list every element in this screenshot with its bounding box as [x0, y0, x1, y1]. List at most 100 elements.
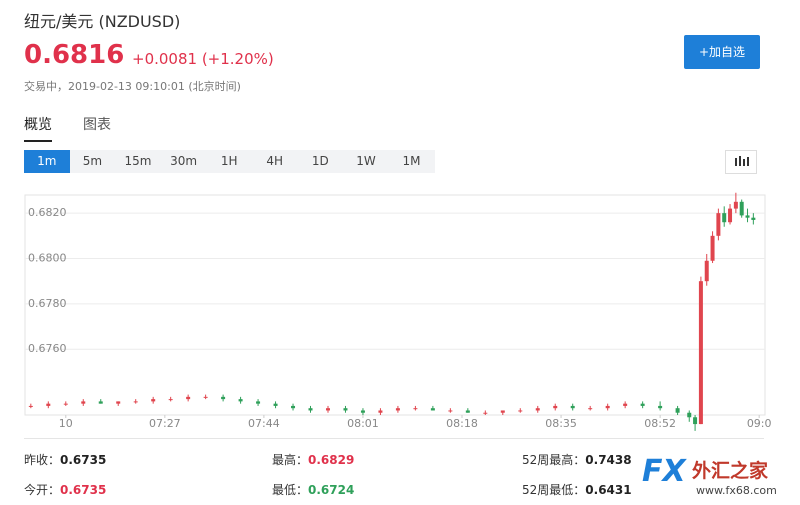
candle-body — [291, 405, 296, 409]
candle-body — [518, 410, 523, 412]
candle-body — [256, 401, 261, 404]
candle-body — [716, 213, 721, 236]
y-tick-label: 0.6760 — [28, 342, 67, 355]
stat-value: 0.7438 — [585, 453, 632, 467]
candle-body — [238, 399, 243, 402]
stat-value: 0.6829 — [308, 453, 355, 467]
candle-body — [739, 201, 744, 216]
stat-label: 最高： — [272, 453, 309, 467]
stat: 昨收：0.6735 — [24, 451, 106, 468]
candle-body — [535, 408, 540, 411]
candle-body — [698, 281, 703, 425]
candle-body — [640, 403, 645, 406]
stat: 今开：0.6735 — [24, 481, 106, 498]
candle-body — [745, 215, 750, 218]
candle-body — [704, 260, 709, 282]
interval-button[interactable]: 1M — [402, 154, 421, 168]
stat-label: 昨收： — [24, 453, 61, 467]
icon — [735, 156, 749, 166]
stat-value: 0.6735 — [60, 483, 107, 497]
stat: 最低：0.6724 — [272, 481, 354, 498]
candle-body — [203, 396, 208, 398]
change: +0.0081 (+1.20%) — [132, 50, 274, 68]
stat-label: 最低： — [272, 483, 309, 497]
candle-body — [448, 410, 453, 412]
candle-body — [343, 408, 348, 411]
interval-button[interactable]: 15m — [124, 154, 152, 168]
separator — [24, 438, 764, 439]
candle-body — [722, 213, 727, 223]
candle-body — [430, 408, 435, 411]
interval-button[interactable]: 30m — [170, 154, 198, 168]
logo: FX — [642, 454, 686, 489]
candle-body — [168, 399, 173, 401]
x-tick-label: 10 — [59, 417, 73, 430]
x-tick-label: 07:44 — [248, 417, 280, 430]
watermark: FX 外汇之家 www.fx68.com — [640, 452, 800, 505]
candle-body — [378, 410, 383, 413]
interval-button[interactable]: 1D — [311, 154, 329, 168]
interval-button[interactable]: 1W — [356, 154, 376, 168]
stat-label: 52周最低： — [522, 483, 586, 497]
candle-body — [570, 405, 575, 409]
interval-button[interactable]: 4H — [266, 154, 284, 168]
chart-type-icon[interactable] — [725, 150, 757, 174]
interval-button[interactable]: 1m — [24, 150, 70, 173]
candle-body — [116, 401, 121, 404]
status: 交易中，2019-02-13 09:10:01 (北京时间) — [24, 80, 241, 93]
x-tick-label: 08:01 — [347, 417, 379, 430]
candle-body — [483, 412, 488, 414]
url: www.fx68.com — [696, 484, 777, 497]
candle-body — [500, 410, 505, 413]
plot-frame — [24, 194, 766, 416]
candle-body — [588, 408, 593, 410]
candle-body — [465, 410, 470, 413]
interval-button[interactable]: 1H — [220, 154, 238, 168]
candle-body — [325, 408, 330, 411]
price: 0.6816 — [24, 40, 125, 70]
candle-body — [273, 403, 278, 406]
candle-body — [221, 396, 226, 400]
candle-body — [413, 408, 418, 410]
stat-value: 0.6735 — [60, 453, 107, 467]
candle-body — [658, 405, 663, 409]
y-tick-label: 0.6780 — [28, 297, 67, 310]
interval-button[interactable]: 5m — [82, 154, 103, 168]
stat-value: 0.6431 — [585, 483, 632, 497]
candle-body — [186, 396, 191, 400]
candle-body — [687, 412, 692, 418]
stat-label: 52周最高： — [522, 453, 586, 467]
tab[interactable]: 概览 — [24, 114, 52, 142]
candle-body — [751, 217, 756, 220]
stat: 最高：0.6829 — [272, 451, 354, 468]
candle-body — [63, 403, 68, 405]
candle-body — [46, 403, 51, 406]
candle-body — [151, 399, 156, 402]
candle-body — [395, 408, 400, 411]
candle-body — [728, 208, 733, 223]
tab[interactable]: 图表 — [83, 117, 111, 133]
x-tick-label: 08:52 — [644, 417, 676, 430]
candle-body — [693, 417, 698, 425]
candle-body — [28, 405, 33, 407]
stat: 52周最低：0.6431 — [522, 481, 632, 498]
stat: 52周最高：0.7438 — [522, 451, 632, 468]
candle-body — [98, 401, 103, 404]
candle-body — [553, 405, 558, 409]
add-watchlist-button[interactable]: +加自选 — [684, 35, 760, 69]
candle-body — [675, 408, 680, 413]
candle-body — [133, 401, 138, 403]
x-tick-label: 08:18 — [446, 417, 478, 430]
candle-body — [605, 405, 610, 409]
y-tick-label: 0.6800 — [28, 252, 67, 265]
brand: 外汇之家 — [692, 460, 769, 482]
candle-body — [733, 201, 738, 209]
stat-value: 0.6724 — [308, 483, 355, 497]
candle-body — [308, 408, 313, 411]
interval-bar: 1m 5m 15m 30m 1H 4H 1D 1W 1M — [24, 150, 435, 173]
candle-body — [710, 235, 715, 261]
candle-body — [360, 410, 365, 413]
title: 纽元/美元 (NZDUSD) — [24, 12, 181, 31]
stat-label: 今开： — [24, 483, 61, 497]
